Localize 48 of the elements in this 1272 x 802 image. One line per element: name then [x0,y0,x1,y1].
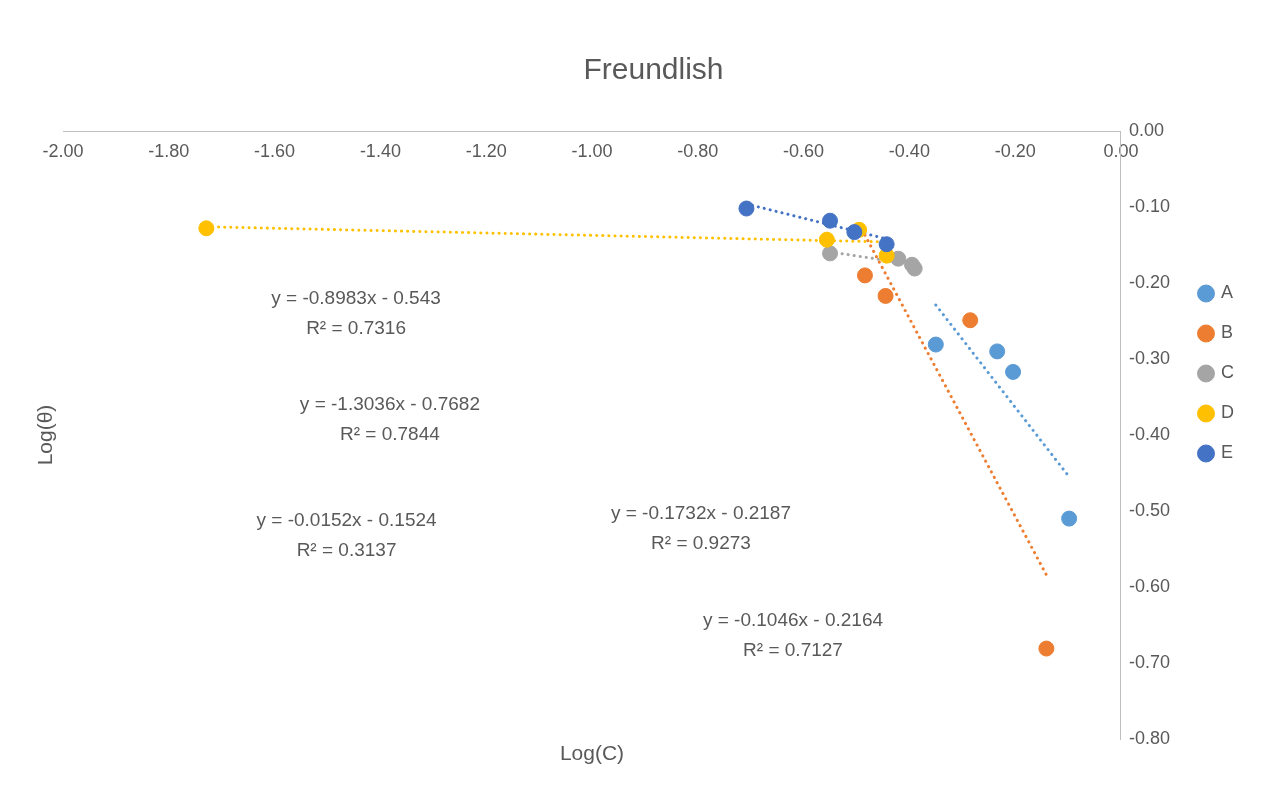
x-tick-label: -0.80 [677,140,719,161]
point [962,312,979,329]
y-tick-label: -0.50 [1128,499,1170,520]
legend-label: C [1221,362,1234,383]
legend-label: D [1221,402,1234,423]
x-axis-title: Log(C) [559,740,625,764]
x-tick-label: -2.00 [42,140,84,161]
x-tick-label: -0.20 [994,140,1036,161]
y-tick-label: -0.10 [1128,195,1170,216]
point [818,231,835,248]
point [846,224,863,241]
point [1038,640,1055,657]
legend-label: A [1221,282,1234,303]
legend-label: E [1221,442,1234,463]
point [989,343,1006,360]
annotation: y = -0.1732x - 0.2187 R² = 0.9273 [610,502,792,554]
y-tick-label: -0.80 [1128,727,1170,748]
x-tick-label: -1.80 [148,140,190,161]
point [856,267,873,284]
y-tick-label: -0.60 [1128,575,1170,596]
x-tick-label: -0.40 [888,140,930,161]
point [1005,363,1022,380]
point [906,260,923,277]
point [1061,510,1078,527]
x-tick-label: -1.60 [254,140,296,161]
annotation: y = -1.3036x - 0.7682 R² = 0.7844 [299,393,480,445]
y-tick-label: 0.00 [1128,119,1165,140]
y-axis-title: Log(θ) [32,404,56,466]
x-tick-label: -0.60 [783,140,825,161]
point [738,200,755,217]
y-tick-label: -0.40 [1128,423,1170,444]
annotation: y = -0.8983x - 0.543 R² = 0.7316 [271,286,441,338]
annotation: y = -0.0152x - 0.1524 R² = 0.3137 [256,508,438,560]
point [877,287,894,304]
x-tick-label: -1.00 [571,140,613,161]
y-tick-label: -0.20 [1128,271,1170,292]
legend-label: B [1221,322,1234,343]
point [198,220,215,237]
x-tick-label: -1.20 [465,140,507,161]
chart-title: Freundlish [583,52,724,86]
y-tick-label: -0.70 [1128,651,1170,672]
point [822,245,839,262]
point [878,236,895,253]
y-tick-label: -0.30 [1128,347,1170,368]
x-tick-label: -1.40 [359,140,401,161]
annotation: y = -0.1046x - 0.2164 R² = 0.7127 [702,608,884,660]
point [927,336,944,353]
point [822,212,839,229]
